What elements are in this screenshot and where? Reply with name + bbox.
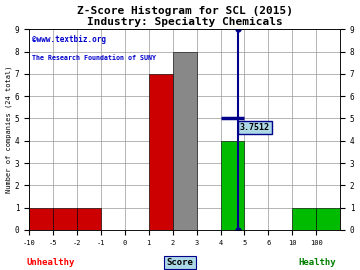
Bar bbox=[149, 74, 173, 230]
Text: Score: Score bbox=[167, 258, 193, 267]
Bar bbox=[77, 208, 101, 230]
Text: Healthy: Healthy bbox=[298, 258, 336, 267]
Bar bbox=[316, 208, 340, 230]
Title: Z-Score Histogram for SCL (2015)
Industry: Specialty Chemicals: Z-Score Histogram for SCL (2015) Industr… bbox=[77, 6, 293, 27]
Y-axis label: Number of companies (24 total): Number of companies (24 total) bbox=[5, 66, 12, 193]
Text: Unhealthy: Unhealthy bbox=[26, 258, 75, 267]
Bar bbox=[53, 208, 77, 230]
Text: The Research Foundation of SUNY: The Research Foundation of SUNY bbox=[32, 55, 156, 62]
Text: 3.7512: 3.7512 bbox=[240, 123, 270, 132]
Text: ©www.textbiz.org: ©www.textbiz.org bbox=[32, 35, 106, 44]
Bar bbox=[29, 208, 53, 230]
Bar bbox=[221, 141, 244, 230]
Bar bbox=[292, 208, 316, 230]
Bar bbox=[173, 52, 197, 230]
